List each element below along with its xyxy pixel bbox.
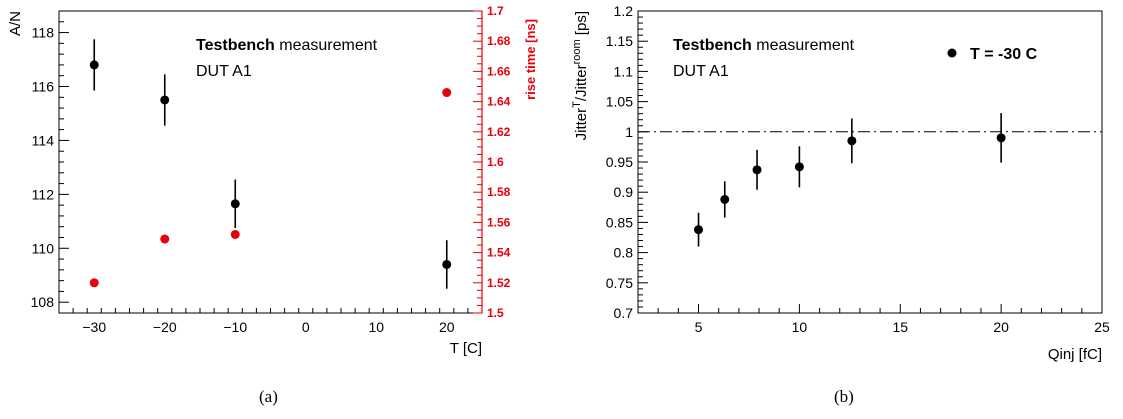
y2-axis-title: rise time [ns] <box>523 19 538 100</box>
rise-time-point <box>160 234 170 244</box>
rise-time-point <box>89 278 99 288</box>
y-tick-label: 110 <box>32 240 55 256</box>
jitter-ratio-point <box>996 133 1006 143</box>
signal-to-noise-point <box>442 259 452 269</box>
x-tick-label: −20 <box>153 319 177 335</box>
panel-a-caption: (a) <box>259 387 278 406</box>
y-tick-label: 108 <box>31 294 55 310</box>
y2-tick-label: 1.54 <box>487 246 511 260</box>
x-tick-label: 0 <box>302 319 310 335</box>
x-tick-label: 15 <box>892 319 908 335</box>
annotation-line-2: DUT A1 <box>196 63 252 80</box>
y-tick-label: 0.95 <box>606 154 633 170</box>
legend-marker <box>947 48 957 58</box>
y2-tick-label: 1.52 <box>487 276 511 290</box>
y-tick-label: 116 <box>32 79 55 95</box>
signal-to-noise-point <box>89 60 99 70</box>
y-tick-label: 1.15 <box>606 33 633 49</box>
panel-b-caption: (b) <box>834 387 854 406</box>
x-tick-label: −10 <box>223 319 247 335</box>
x-axis-title: T [C] <box>450 340 482 357</box>
plot-frame <box>58 10 483 314</box>
annotation-line-2: DUT A1 <box>673 63 729 80</box>
jitter-ratio-point <box>720 194 730 204</box>
signal-to-noise-point <box>160 95 170 105</box>
jitter-ratio-point <box>794 162 804 172</box>
legend-label: T = -30 C <box>970 46 1038 63</box>
chart-b: 5 10 15 20 25 0.7 0.75 0.8 0.85 0.9 0.95 1 1.05 1.1 1.… <box>571 3 1110 363</box>
x-tick-label: 20 <box>993 319 1009 335</box>
x-tick-label: 25 <box>1094 319 1110 335</box>
y-tick-label: 1 <box>625 124 633 140</box>
y2-tick-label: 1.64 <box>487 95 511 109</box>
x-axis-title: Qinj [fC] <box>1048 346 1102 363</box>
x-tick-label: 10 <box>368 319 384 335</box>
y2-tick-label: 1.58 <box>487 185 511 199</box>
y-tick-label: 0.75 <box>606 275 633 291</box>
y2-tick-label: 1.6 <box>487 155 504 169</box>
y2-tick-label: 1.7 <box>487 4 504 18</box>
y-tick-label: 0.9 <box>614 184 634 200</box>
y-tick-label: 1.05 <box>606 94 633 110</box>
signal-to-noise-point <box>230 199 240 209</box>
annotation-line-1: Testbench measurement <box>673 37 855 54</box>
y-tick-label: 1.2 <box>614 3 634 19</box>
annotation-line-1: Testbench measurement <box>196 37 378 54</box>
y2-tick-label: 1.68 <box>487 34 511 48</box>
y-tick-label: 0.85 <box>606 214 633 230</box>
x-tick-label: 5 <box>695 319 703 335</box>
rise-time-point <box>442 88 452 98</box>
jitter-ratio-point <box>752 165 762 175</box>
chart-a: −30 −20 −10 0 10 20 108 110 112 114 116 118 1.5 1.52 1… <box>7 4 538 357</box>
y-tick-label: 118 <box>32 25 55 41</box>
y2-tick-label: 1.56 <box>487 215 511 229</box>
x-tick-label: 10 <box>792 319 808 335</box>
y2-tick-label: 1.5 <box>487 306 504 320</box>
y-tick-label: 114 <box>32 132 55 148</box>
y2-tick-label: 1.66 <box>487 64 511 78</box>
y-tick-label: 0.7 <box>614 305 634 321</box>
y2-tick-label: 1.62 <box>487 125 511 139</box>
y-axis-title: JitterT/Jitterroom [ps] <box>571 11 590 140</box>
rise-time-point <box>230 229 240 239</box>
y-tick-label: 0.8 <box>614 245 634 261</box>
jitter-ratio-point <box>847 136 857 146</box>
x-tick-label: 20 <box>439 319 455 335</box>
y-tick-label: 1.1 <box>614 63 634 79</box>
y-tick-label: 112 <box>32 186 55 202</box>
y-axis-title: A/N <box>7 11 24 36</box>
jitter-ratio-point <box>694 225 704 235</box>
x-tick-label: −30 <box>82 319 106 335</box>
